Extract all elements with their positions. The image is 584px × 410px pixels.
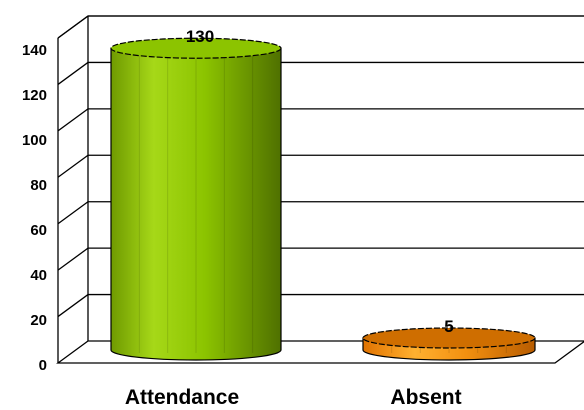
bar-top-cap (362, 327, 536, 349)
y-tick-label: 80 (30, 177, 47, 194)
grid-side-line (57, 201, 89, 225)
grid-side-line (57, 247, 89, 271)
y-tick-label: 100 (22, 132, 47, 149)
x-tick-label-absent: Absent (390, 386, 461, 409)
data-label-absent: 5 (444, 317, 453, 336)
grid-side-line (57, 154, 89, 178)
y-tick-label: 120 (22, 87, 47, 104)
y-axis: 0 20 40 60 80 100 120 140 (22, 42, 47, 374)
bar-top-cap (110, 37, 282, 59)
grid-side-line (57, 15, 89, 39)
x-tick-label-attendance: Attendance (125, 386, 239, 409)
bars (110, 37, 536, 361)
y-tick-label: 0 (39, 357, 47, 374)
grid-side-line (57, 61, 89, 85)
floor (56, 340, 584, 364)
y-tick-label: 60 (30, 222, 47, 239)
back-wall-top (57, 15, 584, 39)
y-tick-label: 20 (30, 312, 47, 329)
bar-attendance (110, 37, 282, 361)
grid-side-line (57, 108, 89, 132)
x-axis: Attendance Absent (125, 386, 462, 409)
bar-body (110, 47, 282, 361)
data-labels: 130 5 (186, 27, 454, 336)
data-label-attendance: 130 (186, 27, 214, 46)
bar-absent (362, 327, 536, 361)
grid-side-line (57, 294, 89, 318)
y-tick-label: 140 (22, 42, 47, 59)
y-tick-label: 40 (30, 267, 47, 284)
